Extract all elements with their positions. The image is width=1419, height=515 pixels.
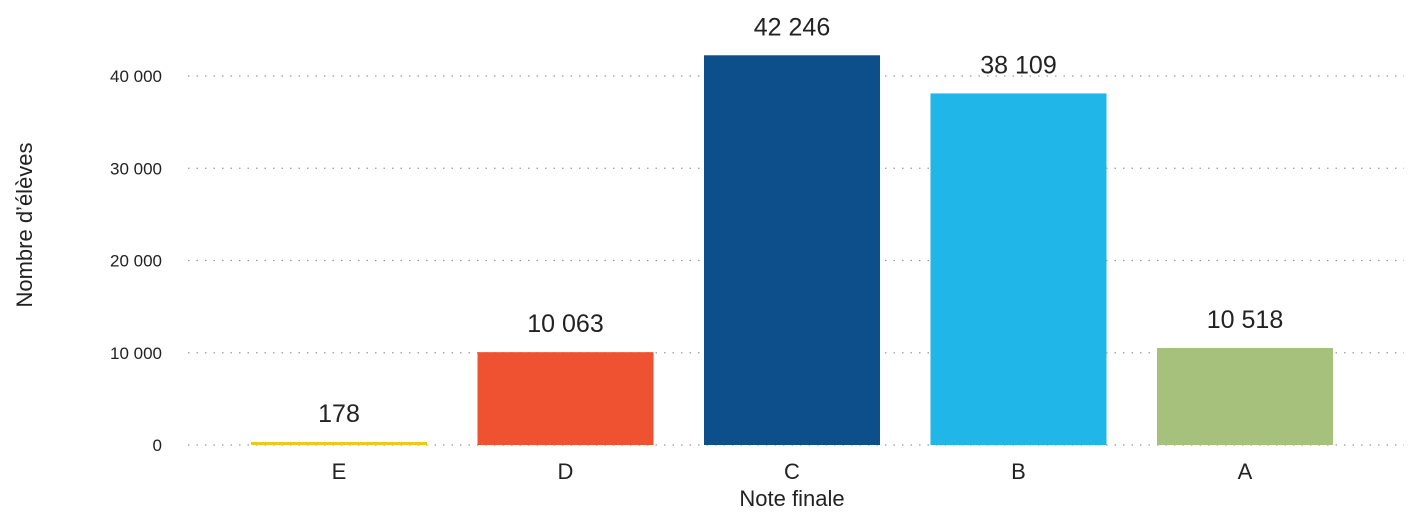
bar-e [251, 442, 427, 445]
y-axis-ticks: 0 10 000 20 000 30 000 40 000 [110, 67, 162, 455]
x-tick-label: D [558, 459, 574, 484]
value-labels-layer: 178 10 063 42 246 38 109 10 518 [318, 13, 1283, 428]
value-label-d: 10 063 [527, 310, 603, 338]
y-tick-label: 10 000 [110, 344, 162, 363]
value-label-e: 178 [318, 400, 360, 428]
x-axis-title: Note finale [739, 486, 844, 511]
bar-c [704, 55, 880, 446]
x-tick-label: A [1238, 459, 1253, 484]
x-tick-label: C [784, 459, 800, 484]
x-tick-label: E [332, 459, 347, 484]
y-axis-title: Nombre d’élèves [12, 142, 37, 307]
bar-d [477, 352, 654, 445]
y-tick-label: 0 [153, 436, 162, 455]
bar-b [930, 93, 1107, 446]
bar-a [1157, 347, 1333, 445]
value-label-b: 38 109 [980, 51, 1056, 79]
y-tick-label: 30 000 [110, 159, 162, 178]
bars-layer [251, 55, 1333, 446]
value-label-a: 10 518 [1207, 306, 1283, 334]
y-tick-label: 40 000 [110, 67, 162, 86]
value-label-c: 42 246 [754, 13, 830, 41]
x-tick-label: B [1011, 459, 1026, 484]
y-tick-label: 20 000 [110, 252, 162, 271]
